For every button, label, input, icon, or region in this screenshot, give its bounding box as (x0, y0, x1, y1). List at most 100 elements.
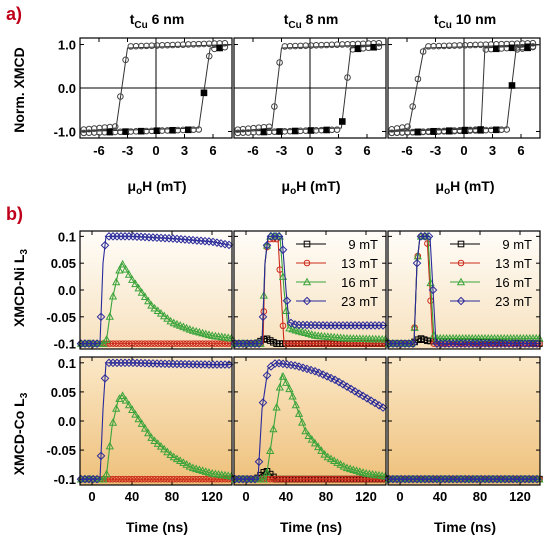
x-tick-label: -3 (122, 143, 134, 158)
series-marker-13-mT (289, 475, 296, 483)
title-tcu-8: tCu 8 nm (284, 11, 339, 31)
series-marker-23-mT (246, 339, 256, 348)
loop-branch-ascending (233, 44, 387, 132)
series-marker-23-mT (396, 339, 406, 348)
legend-marker (457, 240, 465, 248)
series-marker-16-mT (307, 435, 316, 443)
series-marker-13-mT (205, 340, 213, 347)
series-marker-16-mT (301, 426, 310, 435)
series-marker-23-mT (496, 474, 506, 484)
series-marker-16-mT (259, 474, 268, 483)
series-marker-13-mT (356, 475, 364, 483)
series-marker-23-mT (204, 360, 214, 369)
series-marker-23-mT (84, 339, 94, 348)
x-tick-label: 6 (363, 143, 370, 158)
series-marker-13-mT (302, 475, 309, 483)
series-marker-13-mT (176, 340, 184, 347)
series-marker-23-mT (100, 240, 110, 250)
x-tick-label: -6 (247, 143, 259, 158)
x-tick-label: 120 (201, 489, 223, 504)
series-marker-16-mT (166, 450, 175, 458)
series-marker-23-mT (416, 474, 426, 484)
series-marker-23-mT (230, 474, 240, 484)
series-marker-23-mT (230, 339, 240, 348)
series-marker-23-mT (408, 339, 418, 348)
series-marker-23-mT (338, 321, 348, 330)
plot-frame (387, 356, 541, 486)
series-marker-16-mT (262, 468, 272, 476)
series-marker-16-mT (272, 402, 281, 411)
series-marker-13-mT (112, 475, 120, 483)
series-marker-23-mT (234, 474, 244, 484)
series-marker-16-mT (118, 259, 127, 268)
legend-label: 13 mT (341, 256, 378, 271)
x-tick-label: 120 (509, 489, 531, 504)
y-tick-label: -1.0 (54, 124, 76, 139)
x-tick-label: 0 (396, 489, 403, 504)
series-marker-13-mT (125, 340, 133, 347)
series-marker-16-mT (179, 458, 188, 466)
series-marker-23-mT (416, 232, 426, 241)
series-marker-16-mT (112, 277, 121, 286)
series-marker-13-mT (128, 340, 136, 347)
series-marker-16-mT (314, 442, 323, 451)
series-marker-23-mT (468, 339, 478, 348)
plot-background (388, 231, 540, 349)
series-marker-13-mT (154, 475, 162, 483)
series-marker-23-mT (266, 232, 276, 241)
series-marker-23-mT (100, 374, 110, 383)
series-marker-13-mT (208, 340, 216, 347)
x-tick-label: 3 (335, 143, 342, 158)
series-marker-13-mT (189, 340, 197, 347)
hysteresis-marker (409, 103, 417, 110)
hysteresis-marker (508, 82, 516, 89)
series-marker-16-mT (128, 275, 137, 283)
series-marker-13-mT (164, 340, 171, 347)
series-marker-23-mT (374, 321, 384, 330)
series-marker-13-mT (135, 475, 142, 483)
series-marker-13-mT (160, 475, 168, 483)
series-marker-13-mT (282, 475, 290, 483)
series-marker-23-mT (318, 321, 328, 330)
series-marker-23-mT (124, 358, 134, 368)
panel-a-xlabels: μoH (mT) μoH (mT) μoH (mT) (127, 178, 494, 197)
y-tick-label: 0.0 (58, 414, 76, 429)
y-tick-label: -0.05 (46, 310, 76, 325)
series-marker-13-mT (106, 340, 114, 347)
series-marker-23-mT (120, 232, 130, 241)
series-marker-23-mT (448, 474, 458, 484)
series-marker-23-mT (314, 320, 324, 330)
series-marker-23-mT (298, 320, 308, 330)
series-marker-23-mT (378, 403, 388, 412)
series-marker-23-mT (366, 396, 376, 405)
series-marker-23-mT (472, 474, 482, 484)
series-marker-23-mT (330, 321, 340, 330)
series-marker-13-mT (292, 475, 300, 483)
series-marker-13-mT (116, 475, 123, 483)
series-marker-23-mT (326, 321, 336, 330)
series-marker-23-mT (314, 368, 324, 378)
series-marker-23-mT (346, 384, 356, 394)
series-marker-13-mT (151, 340, 158, 347)
series-marker-16-mT (140, 423, 150, 432)
series-marker-13-mT (173, 475, 181, 483)
series-marker-13-mT (270, 475, 277, 483)
hysteresis-marker (265, 123, 273, 131)
series-marker-23-mT (200, 360, 210, 369)
series-marker-13-mT (305, 340, 312, 347)
x-tick-label: 40 (433, 489, 447, 504)
series-marker-23-mT (258, 312, 268, 322)
series-marker-16-mT (147, 300, 156, 309)
y-tick-label: 0.05 (51, 385, 76, 400)
series-marker-23-mT (420, 474, 430, 484)
hysteresis-plot-3: -6 -3 0 3 6 (387, 37, 541, 158)
series-marker-23-mT (408, 474, 418, 484)
series-marker-13-mT (192, 340, 200, 347)
series-marker-23-mT (388, 474, 398, 484)
series-marker-23-mT (488, 474, 498, 484)
series-marker-16-mT (140, 292, 150, 301)
series-marker-23-mT (172, 359, 182, 369)
plot-frame (79, 356, 233, 486)
series-marker-13-mT (337, 475, 344, 483)
